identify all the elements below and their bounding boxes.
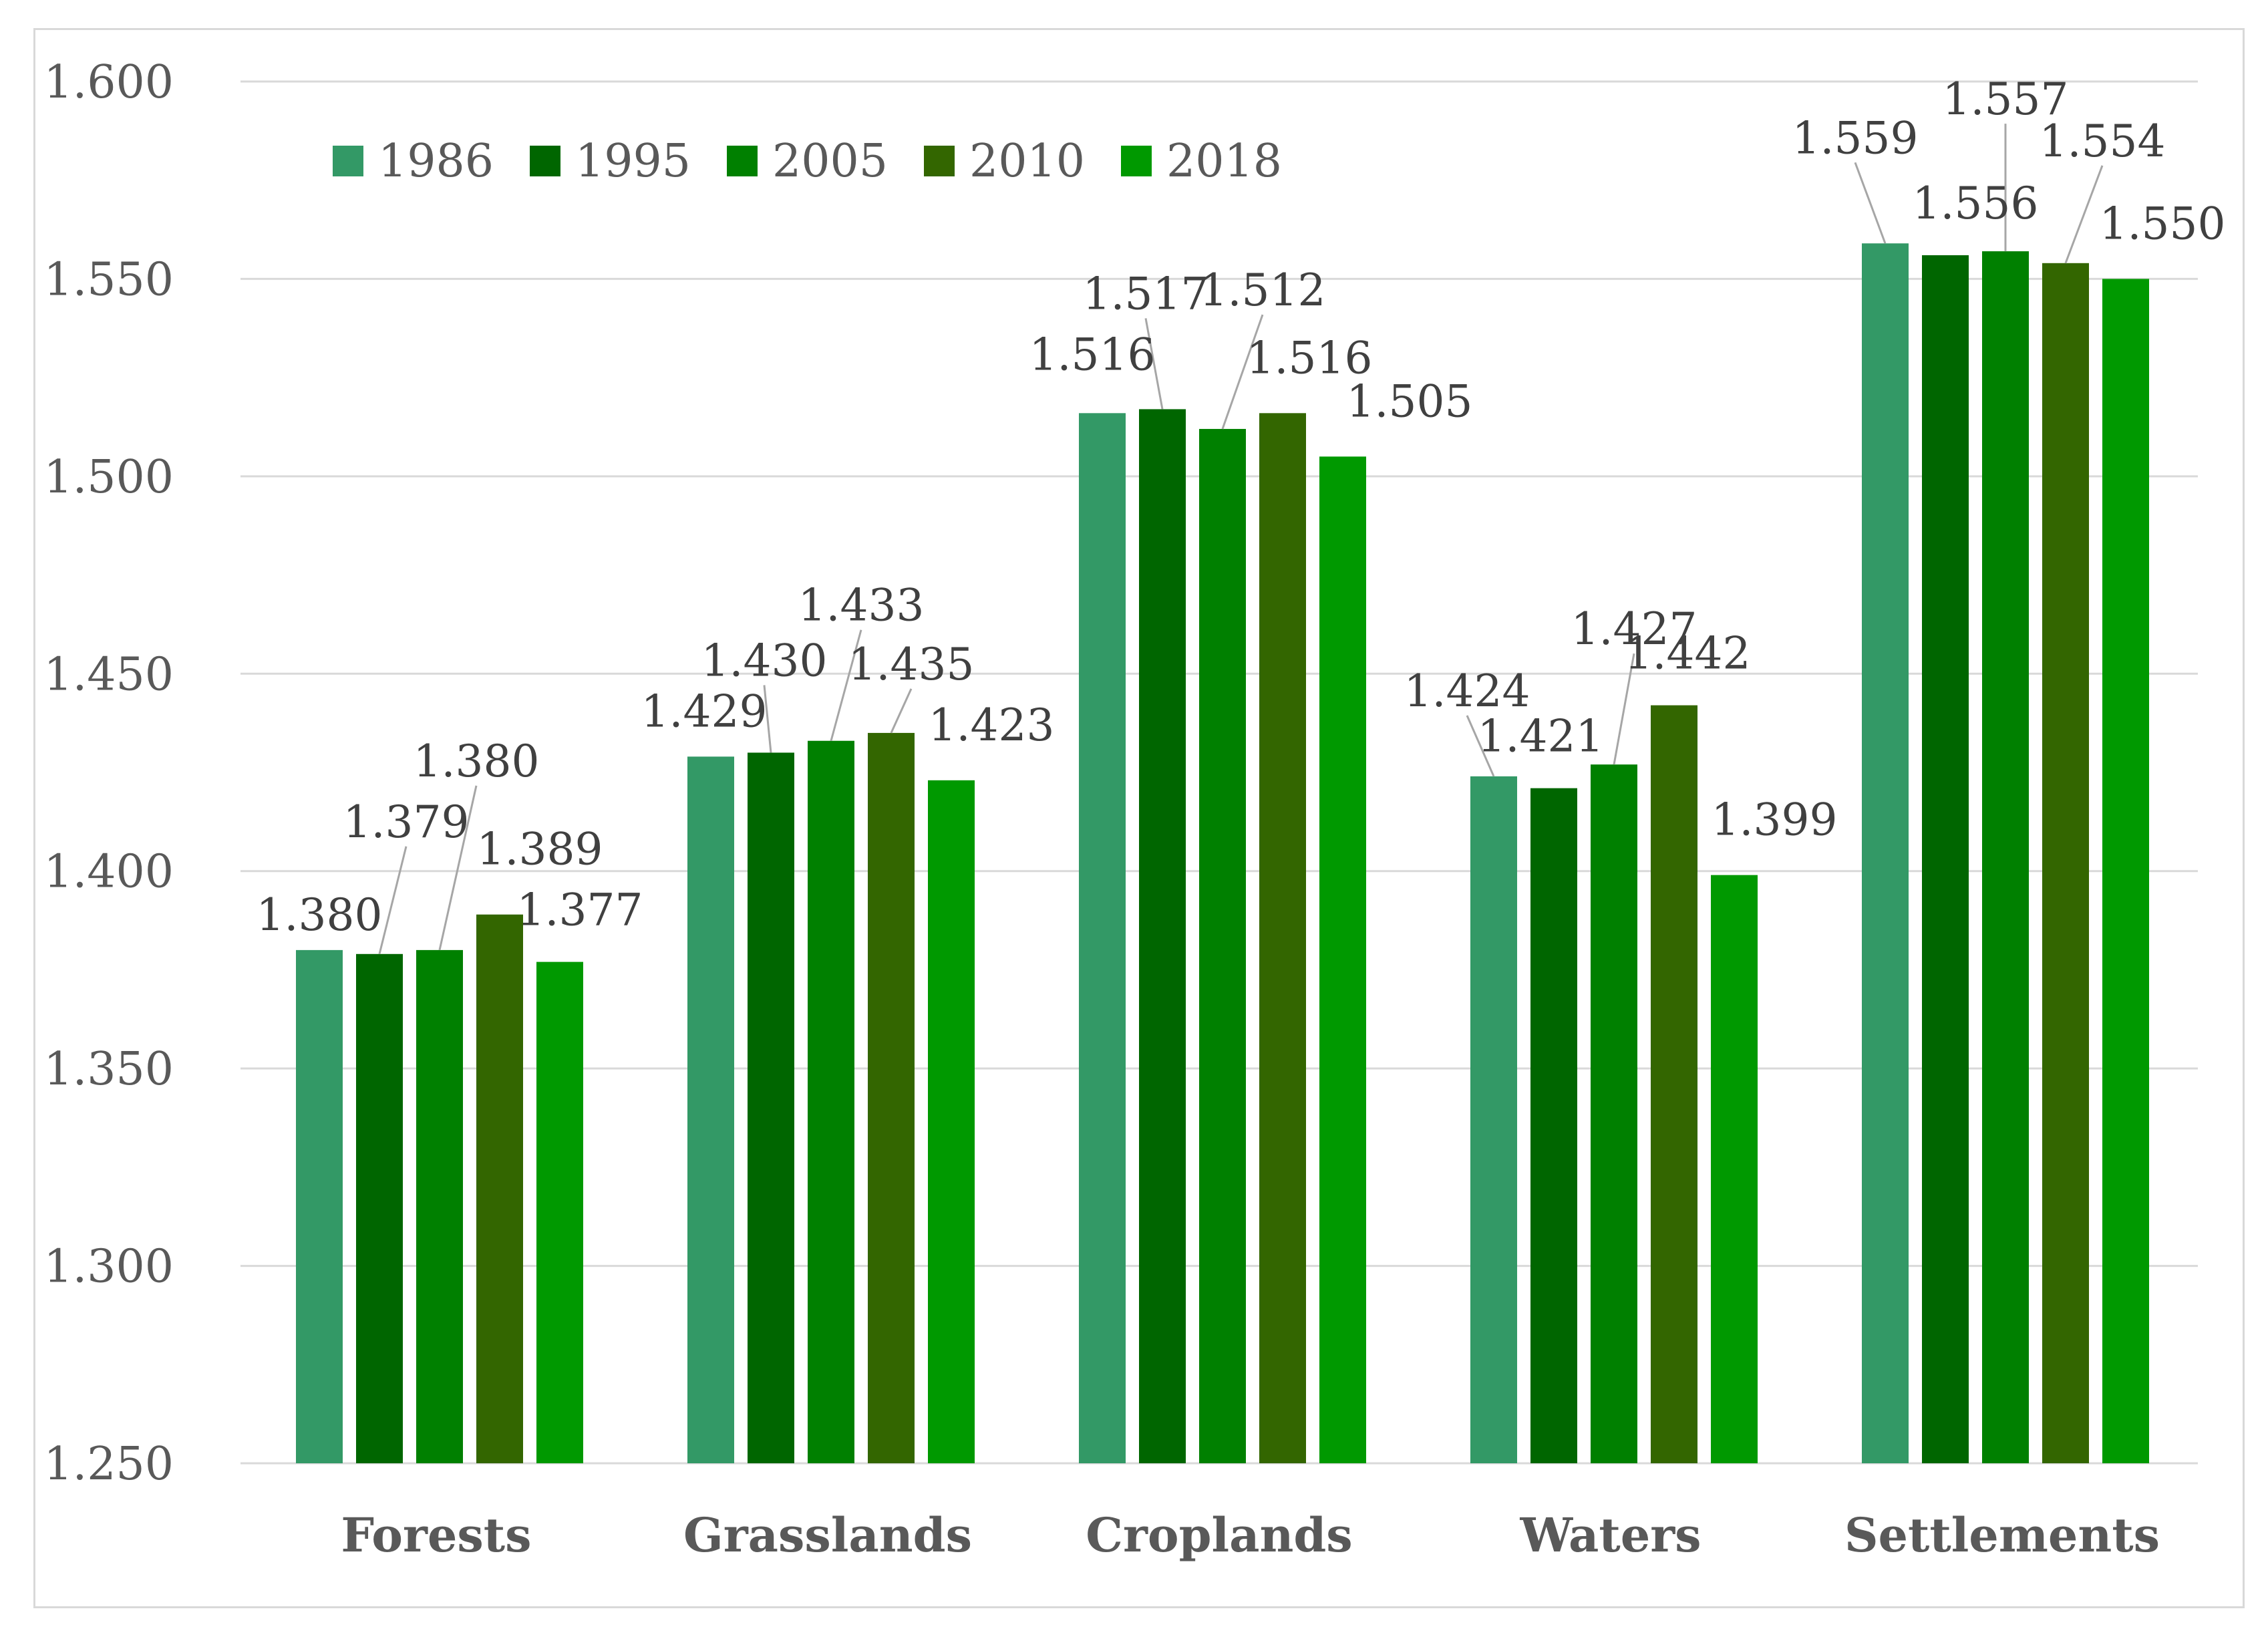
data-label: 1.517 [1083, 268, 1209, 319]
data-label: 1.380 [414, 736, 540, 787]
data-label: 1.430 [701, 635, 828, 686]
bar-grasslands-1986 [687, 756, 734, 1463]
category-label: Croplands [1086, 1507, 1352, 1563]
leader-line [830, 629, 862, 742]
data-label: 1.389 [477, 824, 603, 875]
data-label: 1.505 [1347, 376, 1473, 427]
leader-line [1613, 653, 1635, 765]
data-label: 1.377 [517, 885, 643, 936]
data-label: 1.433 [798, 580, 925, 631]
bar-croplands-2005 [1199, 428, 1246, 1463]
data-label: 1.442 [1625, 628, 1751, 680]
data-label: 1.435 [848, 639, 975, 690]
legend-label: 2005 [772, 135, 888, 188]
legend-swatch [727, 146, 758, 176]
data-label: 1.399 [1712, 794, 1838, 846]
leader-line [1854, 162, 1887, 244]
legend-label: 1995 [575, 135, 691, 188]
bar-settlements-1995 [1922, 255, 1969, 1463]
bar-forests-2018 [536, 961, 583, 1463]
x-axis-category-labels: Forests Grasslands Croplands Waters Settleme… [341, 1507, 2160, 1563]
bar-grasslands-2010 [868, 732, 915, 1463]
bar-forests-2005 [416, 949, 463, 1463]
data-label: 1.429 [641, 686, 768, 737]
legend-swatch [1121, 146, 1152, 176]
y-tick-label: 1.550 [43, 253, 174, 306]
data-label: 1.556 [1913, 178, 2039, 229]
bar-grasslands-1995 [748, 752, 794, 1463]
data-label: 1.380 [257, 889, 383, 941]
legend: 1986 1995 2005 2010 2018 [333, 135, 1282, 188]
legend-swatch [530, 146, 560, 176]
leader-line [378, 846, 408, 955]
bar-forests-2010 [476, 914, 523, 1463]
category-label: Waters [1519, 1507, 1701, 1563]
y-tick-label: 1.300 [43, 1241, 174, 1294]
data-labels: 1.380 1.379 1.380 1.389 1.377 1.4291.4301.433… [257, 73, 2226, 941]
leader-line [1466, 715, 1495, 777]
bars [296, 243, 2149, 1464]
legend-label: 1986 [378, 135, 494, 188]
leader-line [2064, 165, 2104, 264]
bar-waters-2005 [1591, 764, 1637, 1463]
bar-settlements-2005 [1982, 251, 2029, 1463]
data-label: 1.550 [2100, 198, 2226, 249]
data-label: 1.379 [343, 796, 470, 848]
category-label: Forests [341, 1507, 531, 1563]
category-label: Settlements [1844, 1507, 2160, 1563]
category-label: Grasslands [683, 1507, 972, 1563]
data-label: 1.421 [1478, 711, 1604, 762]
bar-waters-1986 [1470, 776, 1517, 1463]
data-label: 1.512 [1200, 265, 1326, 316]
bar-croplands-2010 [1259, 413, 1306, 1463]
y-tick-label: 1.400 [43, 846, 174, 899]
data-label: 1.557 [1943, 73, 2069, 125]
bar-settlements-1986 [1862, 243, 1909, 1463]
data-label: 1.423 [929, 700, 1055, 751]
leader-line [890, 688, 913, 734]
leader-line [1144, 318, 1164, 410]
bar-forests-1995 [356, 953, 403, 1463]
bar-forests-1986 [296, 949, 343, 1463]
bar-croplands-1995 [1139, 409, 1186, 1464]
y-tick-label: 1.600 [43, 56, 174, 109]
bar-settlements-2010 [2042, 263, 2089, 1463]
y-axis-tick-labels: 1.250 1.300 1.350 1.400 1.450 1.500 1.550 1.600 [43, 56, 174, 1491]
data-label: 1.427 [1571, 603, 1697, 655]
leader-line [1221, 314, 1264, 430]
data-label: 1.554 [2040, 116, 2166, 167]
y-tick-label: 1.250 [43, 1438, 174, 1491]
leader-line [438, 785, 478, 951]
bar-croplands-2018 [1319, 456, 1366, 1464]
legend-label: 2018 [1166, 135, 1282, 188]
bar-waters-2010 [1651, 705, 1697, 1463]
data-label: 1.516 [1029, 329, 1156, 380]
bar-grasslands-2005 [808, 740, 854, 1463]
label-leader-lines [378, 124, 2104, 955]
data-label: 1.516 [1247, 332, 1373, 384]
leader-line [763, 685, 772, 753]
legend-swatch [924, 146, 955, 176]
bar-waters-2018 [1711, 875, 1758, 1463]
data-label: 1.559 [1792, 112, 1919, 164]
data-label: 1.424 [1404, 665, 1530, 717]
legend-swatch [333, 146, 363, 176]
bar-waters-1995 [1530, 788, 1577, 1463]
bar-croplands-1986 [1079, 413, 1126, 1463]
bar-settlements-2018 [2102, 279, 2149, 1463]
y-tick-label: 1.350 [43, 1043, 174, 1096]
bar-grasslands-2018 [928, 780, 975, 1463]
y-tick-label: 1.500 [43, 451, 174, 504]
y-tick-label: 1.450 [43, 648, 174, 701]
legend-label: 2010 [969, 135, 1085, 188]
